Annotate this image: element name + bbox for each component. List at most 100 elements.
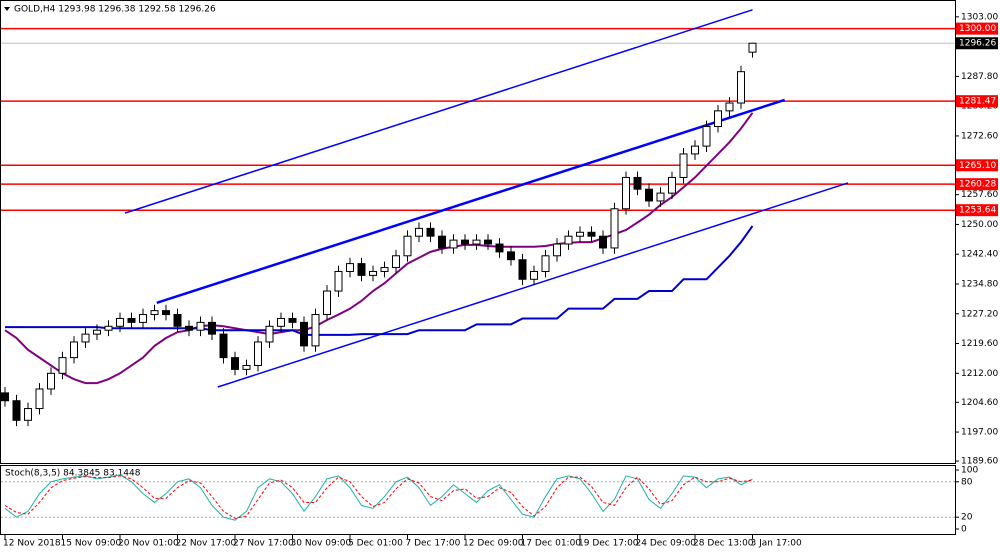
level-box bbox=[956, 178, 998, 191]
y-tick-label: 1219.60 bbox=[961, 339, 998, 349]
x-tick-label: 19 Dec 17:00 bbox=[578, 539, 639, 549]
candle-body bbox=[461, 239, 469, 245]
indicator-tick-label: 80 bbox=[961, 477, 973, 487]
candle-body bbox=[93, 329, 101, 335]
candle-body bbox=[714, 110, 722, 128]
candle-body bbox=[599, 235, 607, 249]
trendline bbox=[124, 9, 753, 214]
candle-body bbox=[288, 317, 297, 323]
current-price-box bbox=[956, 37, 998, 50]
level-label: 1300.00 bbox=[959, 24, 996, 34]
candle-body bbox=[104, 325, 113, 331]
candle-body bbox=[380, 267, 389, 272]
candle-body bbox=[541, 255, 550, 272]
candle-body bbox=[472, 239, 481, 245]
level-box bbox=[956, 159, 998, 172]
candle-body bbox=[173, 314, 182, 327]
stoch-signal bbox=[4, 475, 753, 519]
x-tick-label: 22 Nov 17:00 bbox=[176, 539, 237, 549]
y-tick-label: 1227.20 bbox=[961, 309, 998, 319]
candle-body bbox=[656, 192, 665, 202]
candle-body bbox=[357, 263, 366, 276]
x-tick-label: 5 Dec 01:00 bbox=[348, 539, 403, 549]
stoch-main bbox=[4, 474, 753, 521]
candle-body bbox=[231, 357, 239, 370]
candle-body bbox=[208, 321, 216, 335]
y-tick-label: 1287.80 bbox=[961, 72, 998, 82]
x-tick-label: 20 Nov 01:00 bbox=[118, 539, 179, 549]
x-tick-label: 17 Dec 01:00 bbox=[521, 539, 582, 549]
y-tick-label: 1189.60 bbox=[961, 457, 998, 467]
candle-body bbox=[47, 372, 55, 390]
indicator-label: Stoch(8,3,5) 84.3845 83.1448 bbox=[5, 469, 141, 479]
y-tick-label: 1212.00 bbox=[961, 369, 998, 379]
trendline bbox=[217, 182, 849, 388]
candle-body bbox=[438, 235, 446, 249]
candle-body bbox=[518, 259, 527, 280]
candle-body bbox=[587, 231, 596, 237]
moving-average bbox=[4, 112, 754, 385]
candle-body bbox=[484, 239, 492, 245]
candle-body bbox=[139, 314, 147, 323]
level-label: 1260.28 bbox=[959, 180, 996, 190]
candle-body bbox=[162, 310, 170, 316]
candle-body bbox=[219, 333, 228, 359]
candle-body bbox=[35, 388, 44, 410]
candle-body bbox=[196, 321, 205, 331]
candle-body bbox=[691, 145, 699, 155]
candle-body bbox=[702, 126, 711, 147]
candle-body bbox=[737, 71, 745, 104]
candle-body bbox=[725, 102, 734, 112]
candle-body bbox=[403, 235, 412, 257]
x-tick-label: 7 Dec 17:00 bbox=[406, 539, 461, 549]
candle-body bbox=[58, 357, 67, 374]
candle-body bbox=[576, 231, 584, 237]
indicator-frame bbox=[0, 465, 956, 535]
candle-body bbox=[748, 42, 757, 53]
candle-body bbox=[81, 333, 90, 343]
y-tick-label: 1197.00 bbox=[961, 428, 998, 438]
level-label: 1281.47 bbox=[959, 97, 996, 107]
x-tick-label: 12 Nov 2018 bbox=[3, 539, 61, 549]
candle-body bbox=[392, 255, 400, 269]
candle-body bbox=[300, 321, 308, 347]
candle-body bbox=[564, 235, 573, 245]
candle-body bbox=[668, 176, 676, 194]
candle-body bbox=[70, 341, 78, 359]
candle-body bbox=[415, 227, 423, 237]
candle-body bbox=[116, 317, 124, 327]
indicator-tick-label: 20 bbox=[961, 513, 973, 523]
x-tick-label: 28 Dec 13:00 bbox=[693, 539, 754, 549]
level-label: 1265.10 bbox=[959, 161, 996, 171]
candle-body bbox=[265, 325, 274, 343]
current-price-label: 1296.26 bbox=[959, 39, 996, 49]
candle-body bbox=[553, 243, 561, 257]
x-tick-label: 30 Nov 09:00 bbox=[291, 539, 352, 549]
main-frame bbox=[0, 0, 956, 464]
moving-average bbox=[5, 225, 754, 336]
menu-arrow[interactable] bbox=[4, 7, 10, 11]
y-tick-label: 1234.80 bbox=[961, 279, 998, 289]
candle-body bbox=[645, 188, 653, 202]
x-tick-label: 3 Jan 17:00 bbox=[751, 539, 803, 549]
candle-body bbox=[495, 243, 504, 253]
y-tick-label: 1242.40 bbox=[961, 250, 998, 260]
candle-body bbox=[346, 263, 354, 272]
trendline bbox=[156, 98, 786, 304]
candle-body bbox=[622, 176, 630, 210]
level-box bbox=[956, 95, 998, 108]
y-tick-label: 1303.00 bbox=[961, 12, 998, 22]
candle-body bbox=[334, 270, 343, 292]
candle-body bbox=[426, 227, 435, 237]
y-tick-label: 1250.00 bbox=[961, 220, 998, 230]
candle-body bbox=[1, 392, 9, 402]
candle-body bbox=[12, 400, 21, 421]
candle-body bbox=[150, 310, 159, 316]
x-tick-label: 24 Dec 09:00 bbox=[636, 539, 697, 549]
level-label: 1253.64 bbox=[959, 206, 996, 216]
level-box bbox=[956, 22, 998, 35]
x-tick-label: 12 Dec 09:00 bbox=[463, 539, 524, 549]
chart-title: GOLD,H4 1293.98 1296.38 1292.58 1296.26 bbox=[14, 5, 216, 15]
x-tick-label: 27 Nov 17:00 bbox=[233, 539, 294, 549]
